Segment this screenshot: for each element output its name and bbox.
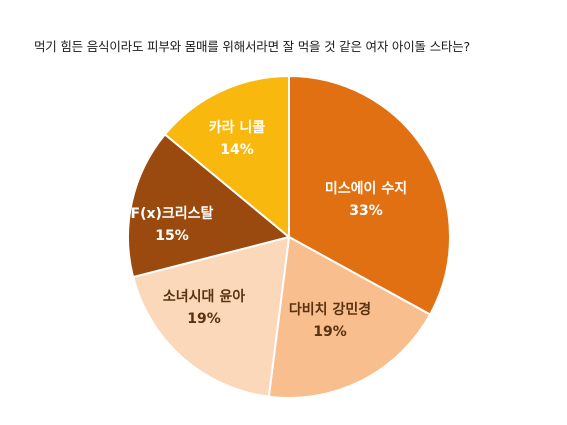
pie-slice [288,74,451,316]
slice-value-label: 14% [220,142,254,158]
slice-label: 미스에이 수지 [325,180,407,197]
slice-value-label: 19% [187,311,221,327]
pie-slice [131,235,291,398]
slice-label: 다비치 강민경 [289,301,371,318]
pie-slice [163,74,290,240]
slice-value-label: 19% [313,324,347,340]
slice-value-label: 33% [349,203,383,219]
slice-label: F(x)크리스탈 [131,206,214,222]
slice-label: 카라 니콜 [209,120,266,136]
pie-slice [267,235,432,399]
chart-title: 먹기 힘든 음식이라도 피부와 몸매를 위해서라면 잘 먹을 것 같은 여자 아… [34,39,470,54]
pie-slice [127,132,292,279]
slice-value-label: 15% [155,228,189,244]
slice-label: 소녀시대 윤아 [163,288,245,305]
